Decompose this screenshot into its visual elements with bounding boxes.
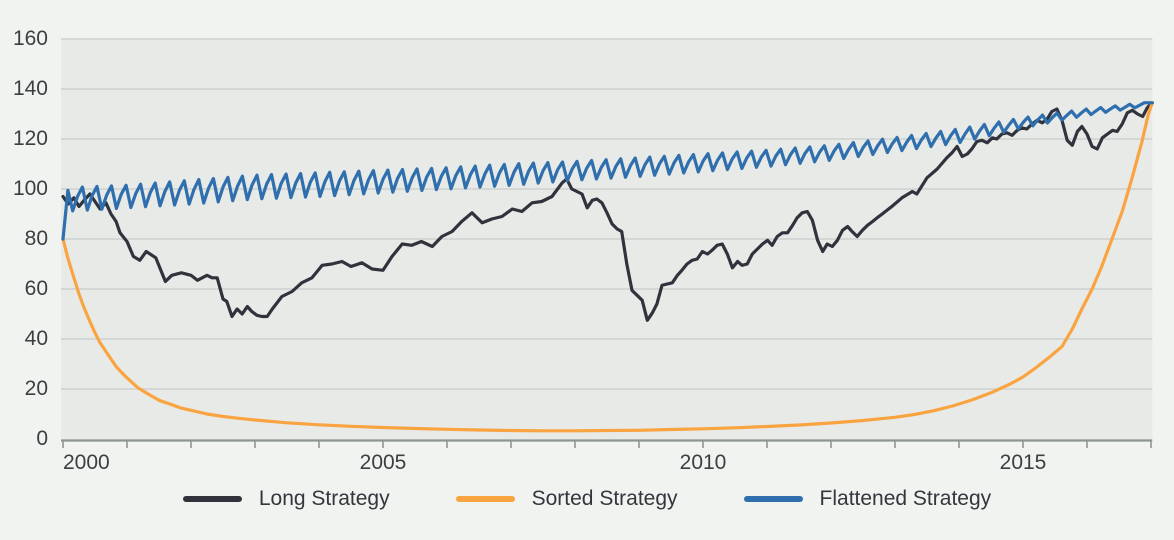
- x-tick-label: 2015: [999, 451, 1047, 474]
- y-tick-label: 60: [24, 277, 48, 300]
- y-tick-label: 160: [12, 27, 48, 50]
- legend-label: Flattened Strategy: [819, 487, 992, 510]
- x-tick-label: 2010: [679, 451, 727, 474]
- series-line-long-strategy: [61, 101, 1154, 322]
- sorted-strategy-line-swatch: [455, 496, 515, 502]
- legend-label: Long Strategy: [258, 487, 390, 510]
- series-line-flattened-strategy: [61, 101, 1154, 241]
- legend-item-long-strategy: Long Strategy: [182, 487, 390, 511]
- y-tick-label: 20: [24, 377, 48, 400]
- y-tick-label: 100: [12, 177, 48, 200]
- y-tick-label: 140: [12, 77, 48, 100]
- y-tick-label: 0: [36, 427, 48, 450]
- y-tick-label: 120: [12, 127, 48, 150]
- legend: Long Strategy Sorted Strategy Flattened …: [0, 487, 1174, 511]
- x-tick-label: 2000: [63, 451, 110, 474]
- y-tick-label: 80: [24, 227, 48, 250]
- long-strategy-line-swatch: [182, 496, 242, 502]
- legend-item-sorted-strategy: Sorted Strategy: [455, 487, 678, 511]
- series-line-sorted-strategy: [61, 101, 1154, 433]
- flattened-strategy-line-swatch: [743, 496, 803, 502]
- x-tick-label: 2005: [359, 451, 407, 474]
- y-tick-label: 40: [24, 327, 48, 350]
- legend-item-flattened-strategy: Flattened Strategy: [743, 487, 992, 511]
- legend-label: Sorted Strategy: [531, 487, 678, 510]
